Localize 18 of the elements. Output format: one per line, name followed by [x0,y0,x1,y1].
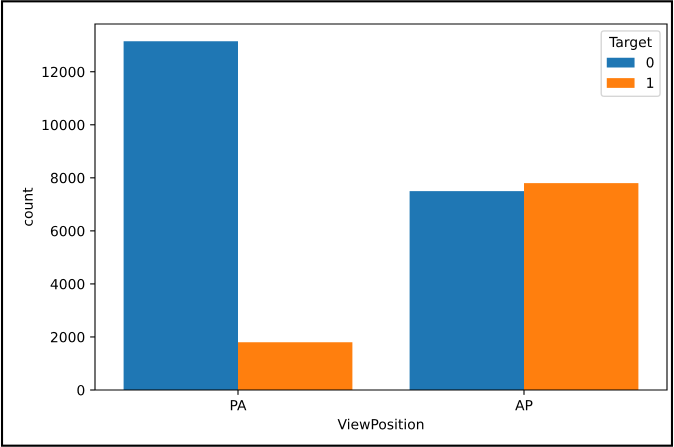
y-tick-label: 0 [77,384,84,396]
y-tick-label: 6000 [50,226,84,236]
y-tick-label: 2000 [50,332,84,342]
legend-title: Target [609,36,652,50]
bar [124,41,238,390]
bar [524,183,638,390]
y-axis-title: count [22,188,33,226]
y-tick-label: 10000 [42,120,84,130]
x-tick-label: AP [515,400,532,410]
y-tick-label: 8000 [50,172,84,184]
y-tick-label: 4000 [50,278,84,290]
x-axis-title: ViewPosition [338,418,424,430]
legend-label: 0 [646,57,654,68]
bar [238,342,352,390]
bar [410,191,524,390]
y-tick-label: 12000 [42,66,84,78]
x-tick-label: PA [230,400,246,410]
legend-label: 1 [647,78,654,88]
